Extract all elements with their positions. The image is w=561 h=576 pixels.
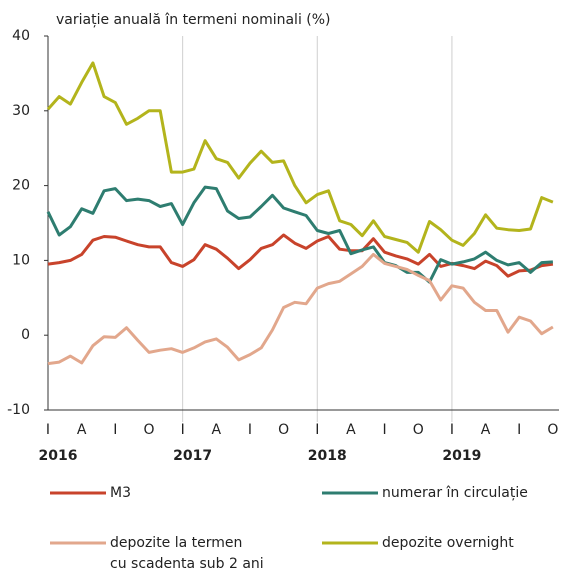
x-tick-label: A — [481, 422, 491, 438]
x-tick-label: O — [143, 422, 154, 438]
y-tick-label: 0 — [21, 327, 30, 343]
x-tick-label: O — [278, 422, 289, 438]
y-tick-label: -10 — [7, 402, 30, 418]
series-line — [47, 252, 554, 366]
legend-label: depozite la termen cu scadenta sub 2 ani — [110, 535, 264, 572]
x-tick-label: A — [77, 422, 87, 438]
x-tick-label: A — [212, 422, 222, 438]
series-line — [46, 185, 553, 284]
x-tick-label: A — [346, 422, 356, 438]
year-label: 2016 — [39, 448, 78, 464]
legend-label: M3 — [110, 485, 131, 501]
series-line — [46, 61, 554, 254]
series-line — [47, 233, 554, 278]
y-tick-label: 20 — [12, 178, 30, 194]
x-tick-label: I — [181, 422, 185, 438]
x-tick-label: I — [315, 422, 319, 438]
x-tick-label: I — [450, 422, 454, 438]
x-tick-label: I — [248, 422, 252, 438]
y-tick-label: 10 — [12, 252, 30, 268]
x-tick-label: I — [383, 422, 387, 438]
chart-title: variație anuală în termeni nominali (%) — [56, 12, 331, 28]
year-label: 2017 — [173, 448, 212, 464]
legend-label: numerar în circulație — [382, 485, 528, 501]
x-tick-label: I — [517, 422, 521, 438]
x-tick-label: I — [113, 422, 117, 438]
year-label: 2019 — [442, 448, 481, 464]
x-tick-label: O — [547, 422, 558, 438]
x-tick-label: O — [413, 422, 424, 438]
y-tick-label: 30 — [12, 103, 30, 119]
x-tick-label: I — [46, 422, 50, 438]
legend-label: depozite overnight — [382, 535, 514, 551]
year-label: 2018 — [308, 448, 347, 464]
y-tick-label: 40 — [12, 28, 30, 44]
